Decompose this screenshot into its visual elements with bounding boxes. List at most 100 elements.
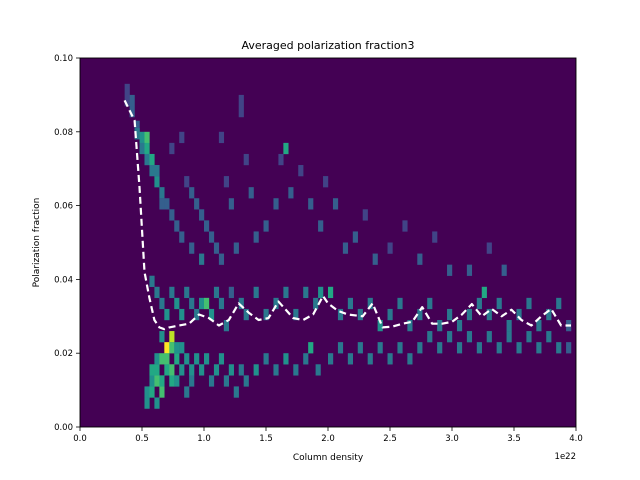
y-tick-label: 0.02 (54, 349, 73, 359)
heatmap-cell (427, 297, 433, 310)
heatmap-cell (199, 297, 205, 310)
heatmap-cell (233, 242, 239, 254)
y-axis-label: Polarization fraction (32, 198, 42, 288)
heatmap-cell (402, 220, 408, 232)
heatmap-cell (208, 308, 215, 321)
heatmap-cell (456, 342, 463, 354)
y-axis-ticks: 0.00 0.02 0.04 0.06 0.08 0.10 (54, 54, 80, 433)
heatmap-cell (536, 319, 542, 332)
heatmap-cell (139, 131, 145, 144)
heatmap-cell (328, 286, 334, 299)
heatmap-cell (243, 153, 249, 166)
heatmap-cell (308, 342, 314, 354)
heatmap-cell (362, 209, 368, 221)
x-tick-label: 0.0 (73, 434, 87, 444)
heatmap-cell (318, 220, 324, 232)
heatmap-cell (218, 297, 225, 310)
heatmap-cell (169, 142, 175, 155)
plot-area (80, 58, 576, 427)
heatmap-cell (387, 242, 393, 254)
heatmap-cell (427, 331, 433, 343)
heatmap-cell (204, 220, 210, 232)
y-tick-label: 0.04 (54, 275, 73, 285)
heatmap-cell (159, 297, 165, 310)
heatmap-cell (293, 364, 299, 376)
heatmap-cell (164, 342, 170, 354)
heatmap-cell (164, 353, 170, 365)
heatmap-cell (347, 353, 353, 365)
heatmap-cell (253, 286, 259, 299)
heatmap-cell (397, 342, 403, 354)
heatmap-cell (208, 375, 215, 387)
heatmap-cell (357, 342, 363, 354)
heatmap-cell (546, 331, 552, 343)
heatmap-cell (164, 198, 170, 210)
heatmap-cell (347, 297, 353, 310)
heatmap-cell (278, 153, 284, 166)
heatmap-cell (263, 353, 269, 365)
heatmap-cell (218, 131, 225, 144)
x-tick-label: 2.5 (383, 434, 397, 444)
x-tick-label: 0.5 (135, 434, 149, 444)
heatmap-cell (149, 386, 155, 398)
heatmap-cell (149, 375, 155, 387)
heatmap-cell (194, 308, 200, 321)
heatmap-cell (179, 231, 185, 243)
heatmap-cell (149, 275, 155, 287)
heatmap-cell (144, 131, 150, 144)
heatmap-cell (144, 153, 150, 166)
heatmap-cell (526, 331, 532, 343)
average-line (123, 99, 571, 331)
heatmap-cell (253, 364, 259, 376)
heatmap-cell (179, 364, 185, 376)
heatmap-cell (154, 353, 160, 365)
heatmap-cell (466, 331, 473, 343)
heatmap-cell (506, 319, 512, 332)
heatmap-cell (357, 308, 363, 321)
heatmap-cell (174, 342, 180, 354)
heatmap-cell (476, 342, 482, 354)
heatmap-cell (194, 198, 200, 210)
heatmap-cell (243, 375, 249, 387)
heatmap-cell (372, 253, 378, 265)
heatmap-cell (536, 342, 542, 354)
heatmap-cell (184, 386, 190, 398)
heatmap-cell (149, 364, 155, 376)
heatmap-cell (303, 286, 309, 299)
y-tick-label: 0.06 (54, 202, 73, 212)
heatmap-cell (303, 353, 309, 365)
heatmap-cell (486, 242, 492, 254)
heatmap-cell (208, 231, 215, 243)
heatmap-cell (397, 297, 403, 310)
heatmap-cell (204, 353, 210, 365)
heatmap-cell (546, 308, 552, 321)
heatmap-cell (169, 364, 175, 376)
heatmap-cell (174, 375, 180, 387)
heatmap-cell (144, 142, 150, 155)
heatmap-cell (238, 105, 244, 118)
heatmap-cell (164, 308, 170, 321)
heatmap-cell (179, 131, 185, 144)
heatmap-cell (233, 386, 239, 398)
heatmap-cell (154, 375, 160, 387)
heatmap-cell (154, 397, 160, 409)
heatmap-cell (387, 308, 393, 321)
heatmap-cell (437, 342, 443, 354)
heatmap-cell (154, 165, 160, 177)
heatmap-cell (189, 242, 195, 254)
heatmap-cell (154, 176, 160, 188)
heatmap-cell (159, 386, 165, 398)
heatmap-cell (332, 198, 339, 210)
heatmap-cell (159, 331, 165, 343)
heatmap-cell (318, 286, 324, 299)
heatmap-cell (213, 286, 220, 299)
heatmap-cell (238, 297, 244, 310)
heatmap-cell (139, 142, 145, 155)
heatmap-cell (159, 375, 165, 387)
heatmap-cell (199, 364, 205, 376)
heatmap-cell (238, 94, 244, 107)
heatmap-cell (169, 375, 175, 387)
heatmap-cell (263, 220, 269, 232)
heatmap-cell (407, 353, 413, 365)
